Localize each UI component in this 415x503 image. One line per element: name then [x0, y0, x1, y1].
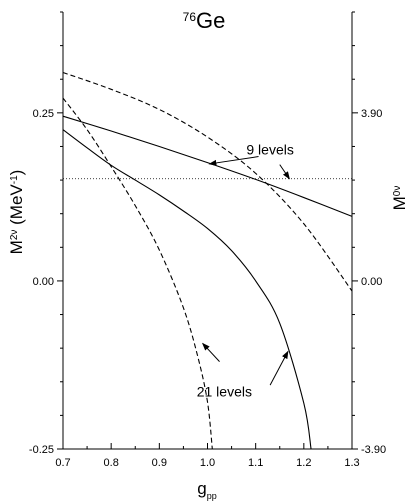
- title-element: Ge: [196, 8, 225, 33]
- series-line-3-solid: [62, 129, 312, 450]
- ylabel-left-unit-post: ): [7, 170, 26, 176]
- x-tick-label: 1.1: [248, 457, 263, 469]
- x-tick-label: 0.9: [152, 457, 167, 469]
- xlabel-sub: pp: [207, 491, 217, 501]
- ylabel-right-base: M: [390, 196, 409, 210]
- ylabel-left-base: M: [7, 240, 26, 254]
- annotation-arrow: [202, 342, 220, 362]
- y-right-tick-label: 0.00: [361, 276, 382, 288]
- y-right-tick-label: 3.90: [361, 108, 382, 120]
- x-tick-label: 1.0: [200, 457, 215, 469]
- annotation-label: 9 levels: [246, 142, 293, 158]
- y-axis-left-title: M2ν (MeV-1): [7, 170, 26, 255]
- svg-text:gpp: gpp: [197, 479, 216, 501]
- x-tick-label: 1.2: [296, 457, 311, 469]
- series-line-4-dashed: [62, 97, 213, 450]
- series-line-1-solid: [62, 115, 353, 217]
- ylabel-left-sup: 2ν: [9, 230, 20, 241]
- ylabel-right-sup: 0ν: [392, 186, 403, 197]
- y-left-tick-label: -0.25: [29, 444, 54, 456]
- svg-text:M2ν (MeV-1): M2ν (MeV-1): [7, 170, 26, 255]
- annotation-arrow: [269, 350, 289, 386]
- x-tick-label: 1.3: [344, 457, 359, 469]
- y-right-tick-label: -3.90: [361, 444, 386, 456]
- annotation-arrow: [208, 156, 259, 166]
- series-line-2-dashed: [62, 71, 353, 292]
- y-left-tick-label: 0.25: [33, 108, 54, 120]
- y-axis-right-title: M0ν: [390, 186, 409, 211]
- svg-text:M0ν: M0ν: [390, 186, 409, 211]
- chart-title: 76Ge: [183, 8, 226, 33]
- chart-title-text: 76Ge: [183, 8, 226, 33]
- annotation-label: 21 levels: [197, 384, 252, 400]
- ylabel-left-unit-sup: -1: [9, 175, 20, 184]
- title-mass-number: 76: [183, 10, 197, 24]
- x-tick-label: 0.8: [104, 457, 119, 469]
- xlabel-base: g: [197, 479, 206, 498]
- annotation-arrow: [279, 164, 290, 180]
- x-axis-title: gpp: [197, 479, 216, 501]
- y-left-tick-label: 0.00: [33, 276, 54, 288]
- x-tick-label: 0.7: [55, 457, 70, 469]
- plot-area: 0.7 0.8 0.9 1.0 1.1 1.2 1.3 0.25 0.00 -0.25 3.90 0.…: [29, 11, 386, 469]
- ylabel-left-unit-pre: (MeV: [7, 184, 26, 230]
